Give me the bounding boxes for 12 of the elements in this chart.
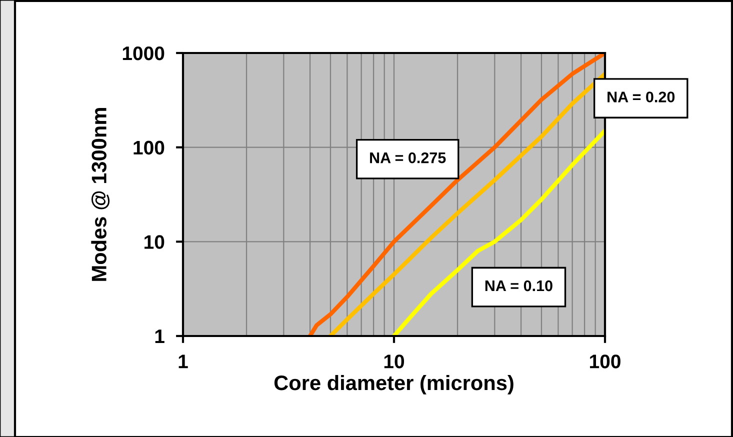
x-axis-title: Core diameter (microns): [274, 374, 514, 394]
y-tick-label: 1: [155, 330, 164, 344]
x-tick-label: 1: [178, 354, 188, 368]
series-label: NA = 0.20: [608, 92, 675, 102]
x-tick-label: 100: [590, 354, 620, 368]
series-label: NA = 0.10: [485, 280, 552, 292]
y-tick-label: 1000: [122, 46, 164, 60]
y-tick-label: 100: [134, 140, 164, 155]
series-label: NA = 0.275: [370, 152, 446, 164]
x-tick-label: 10: [384, 354, 404, 368]
y-tick-label: 10: [144, 235, 164, 249]
y-axis-title: Modes @ 1300nm: [91, 108, 110, 281]
